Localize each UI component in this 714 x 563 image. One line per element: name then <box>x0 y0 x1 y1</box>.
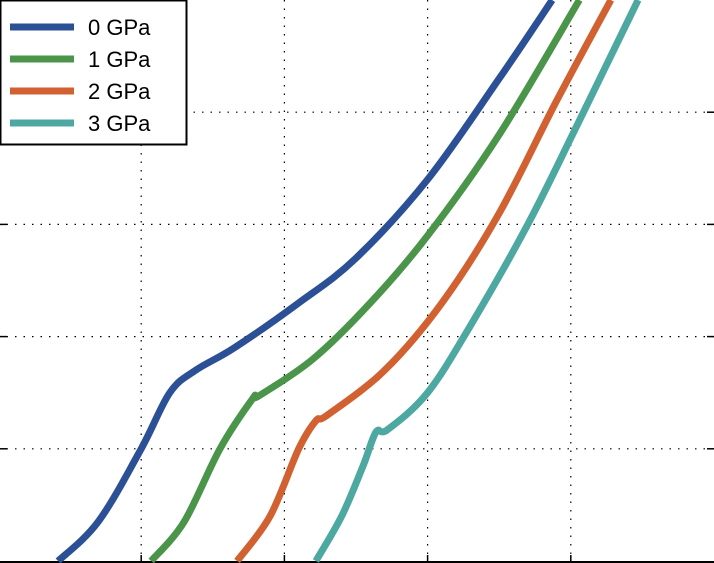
legend-label-0-gpa: 0 GPa <box>88 15 151 40</box>
series-lines <box>55 0 642 563</box>
series-line-2-gpa <box>234 0 614 563</box>
legend: 0 GPa 1 GPa 2 GPa 3 GPa <box>0 0 188 146</box>
series-line-0-gpa <box>55 0 556 563</box>
series-line-1-gpa <box>148 0 583 563</box>
series-line-3-gpa <box>312 0 642 563</box>
legend-label-3-gpa: 3 GPa <box>88 111 151 136</box>
legend-label-2-gpa: 2 GPa <box>88 79 151 104</box>
legend-label-1-gpa: 1 GPa <box>88 47 151 72</box>
